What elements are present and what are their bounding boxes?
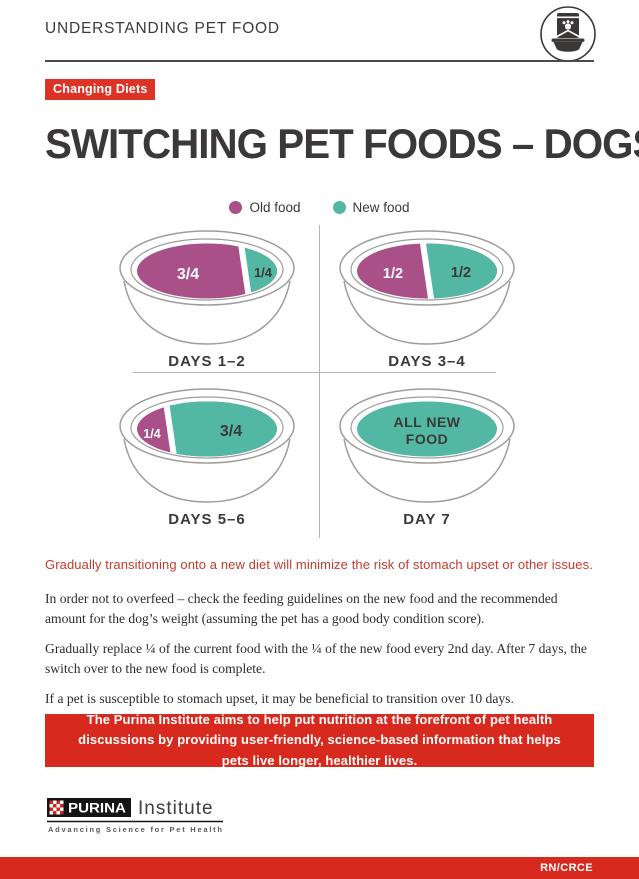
paragraph-replace: Gradually replace ¼ of the current food … — [45, 641, 587, 676]
bowl-days-3-4: 1/2 1/2 DAYS 3–4 — [332, 228, 522, 370]
all-new-food-line1: ALL NEW — [393, 414, 460, 430]
purina-wordmark: PURINA — [68, 801, 126, 816]
institute-wordmark: Institute — [138, 798, 214, 819]
old-food-fraction: 1/2 — [383, 266, 403, 282]
bowl-label: DAYS 1–2 — [168, 353, 246, 370]
new-food-segment — [239, 243, 277, 299]
info-box-text: The Purina Institute aims to help put nu… — [78, 712, 561, 768]
purina-logo-bar — [47, 798, 131, 817]
logo-tagline: Advancing Science for Pet Health — [48, 825, 222, 834]
new-food-fraction: 1/4 — [254, 265, 273, 280]
purina-institute-logo: PURINA Institute Advancing Science for P… — [47, 798, 277, 845]
purina-institute-info-box: The Purina Institute aims to help put nu… — [45, 712, 594, 768]
footer-bar: RN/CRCE — [0, 857, 639, 879]
old-food-dot-icon — [229, 201, 243, 214]
horizontal-divider — [133, 372, 496, 373]
all-new-food-line2: FOOD — [406, 431, 448, 447]
bowl-days-1-2: 3/4 1/4 DAYS 1–2 — [112, 228, 302, 370]
bowl-day-7: ALL NEW FOOD DAY 7 — [332, 386, 522, 528]
bowl-label: DAYS 3–4 — [388, 353, 466, 370]
new-food-fraction: 3/4 — [220, 423, 242, 440]
highlight-sentence: Gradually transitioning onto a new diet … — [45, 557, 593, 572]
legend-old-food: Old food — [229, 200, 301, 215]
new-food-dot-icon — [332, 201, 346, 214]
legend-old-label: Old food — [249, 200, 301, 215]
new-food-segment — [357, 401, 497, 457]
legend-new-label: New food — [352, 200, 410, 215]
bowl-label: DAY 7 — [403, 511, 451, 528]
purina-checkerboard-icon — [49, 800, 64, 815]
footer-code: RN/CRCE — [540, 862, 593, 874]
old-food-fraction: 3/4 — [177, 266, 199, 283]
page-title: SWITCHING PET FOODS – DOGS — [45, 120, 639, 167]
body-text-block: Gradually transitioning onto a new diet … — [45, 556, 596, 719]
legend: Old food New food — [0, 200, 639, 215]
old-food-fraction: 1/4 — [143, 427, 160, 441]
new-food-fraction: 1/2 — [451, 265, 471, 281]
paragraph-susceptible: If a pet is susceptible to stomach upset… — [45, 690, 514, 706]
header-divider — [45, 60, 594, 62]
paragraph-overfeed: In order not to overfeed – check the fee… — [45, 591, 558, 626]
legend-new-food: New food — [332, 200, 410, 215]
bowl-label: DAYS 5–6 — [168, 511, 246, 528]
vertical-divider — [319, 225, 320, 538]
bowl-days-5-6: 1/4 3/4 DAYS 5–6 — [112, 386, 302, 528]
section-badge: Changing Diets — [45, 79, 156, 100]
page-header-title: UNDERSTANDING PET FOOD — [45, 20, 280, 37]
pet-food-bag-bowl-icon — [538, 4, 598, 69]
